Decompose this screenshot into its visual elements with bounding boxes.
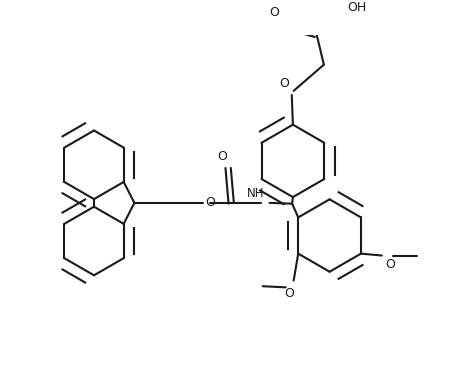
Text: NH: NH (247, 187, 264, 200)
Text: O: O (205, 197, 215, 209)
Text: O: O (279, 77, 289, 90)
Text: O: O (385, 258, 395, 271)
Text: O: O (284, 287, 294, 300)
Text: O: O (218, 150, 227, 163)
Text: O: O (269, 6, 279, 19)
Text: OH: OH (347, 1, 366, 14)
